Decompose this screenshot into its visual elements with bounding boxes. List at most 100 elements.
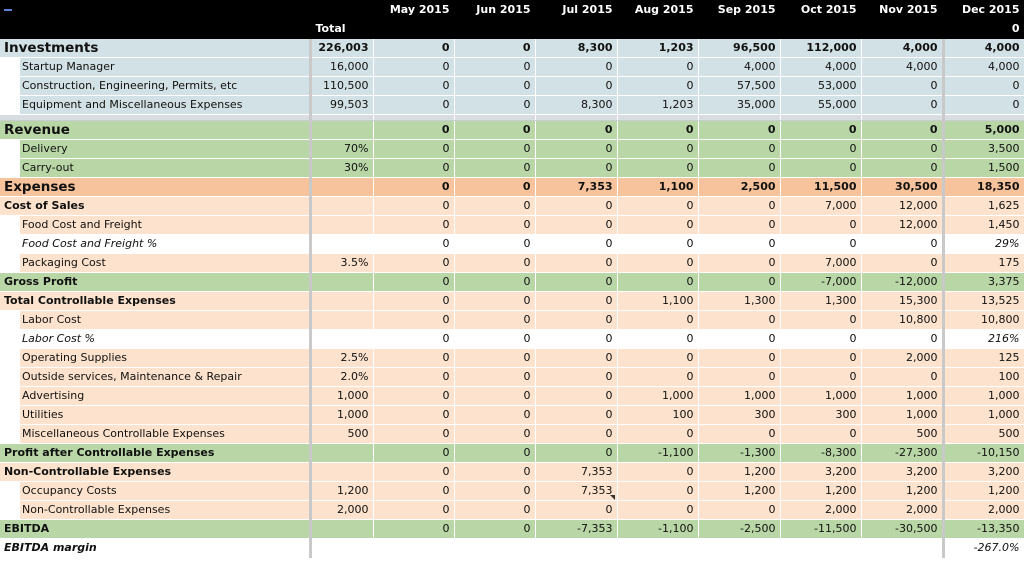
month-value-cell[interactable]: 0	[780, 139, 862, 159]
month-value-cell[interactable]: 0	[698, 367, 781, 387]
month-value-cell[interactable]: 15,300	[861, 291, 945, 311]
total-value-cell[interactable]	[310, 196, 374, 216]
month-value-cell[interactable]: 0	[698, 348, 781, 368]
month-value-cell[interactable]: 0	[617, 462, 699, 482]
month-value-cell[interactable]: 0	[698, 310, 781, 330]
month-value-cell[interactable]	[698, 538, 781, 558]
month-value-cell[interactable]	[373, 538, 455, 558]
row-label[interactable]: Non-Controllable Expenses	[0, 462, 312, 482]
month-value-cell[interactable]: -11,500	[780, 519, 862, 539]
row-label[interactable]: Total Controllable Expenses	[0, 291, 312, 311]
row-label[interactable]: Gross Profit	[0, 272, 312, 292]
month-value-cell[interactable]: 0	[535, 329, 618, 349]
month-header[interactable]: Aug 2015	[617, 0, 699, 20]
month-value-cell[interactable]: 0	[861, 158, 945, 178]
total-cell[interactable]	[535, 19, 618, 39]
month-value-cell[interactable]: 0	[454, 386, 536, 406]
month-value-cell[interactable]: 4,000	[861, 38, 945, 58]
month-value-cell[interactable]: 0	[943, 95, 1024, 115]
month-value-cell[interactable]: 0	[373, 367, 455, 387]
month-value-cell[interactable]: 0	[373, 95, 455, 115]
total-value-cell[interactable]	[310, 310, 374, 330]
total-value-cell[interactable]	[310, 234, 374, 254]
month-value-cell[interactable]: -2,500	[698, 519, 781, 539]
month-value-cell[interactable]: 4,000	[861, 57, 945, 77]
month-value-cell[interactable]: 0	[373, 348, 455, 368]
total-value-cell[interactable]: 1,200	[310, 481, 374, 501]
month-value-cell[interactable]: 1,000	[861, 386, 945, 406]
month-value-cell[interactable]: 0	[373, 519, 455, 539]
month-value-cell[interactable]: 0	[373, 38, 455, 58]
row-label[interactable]: Labor Cost %	[0, 329, 312, 349]
month-value-cell[interactable]: -7,000	[780, 272, 862, 292]
total-value-cell[interactable]: 3.5%	[310, 253, 374, 273]
month-value-cell[interactable]	[535, 538, 618, 558]
month-value-cell[interactable]: 1,203	[617, 38, 699, 58]
total-cell[interactable]	[617, 19, 699, 39]
month-value-cell[interactable]: 0	[535, 120, 618, 140]
month-value-cell[interactable]: 1,500	[943, 158, 1024, 178]
month-value-cell[interactable]: 2,500	[698, 177, 781, 197]
month-value-cell[interactable]: 0	[535, 291, 618, 311]
month-value-cell[interactable]: 0	[373, 57, 455, 77]
row-label[interactable]: Food Cost and Freight	[0, 215, 312, 235]
month-value-cell[interactable]: 1,200	[861, 481, 945, 501]
row-label[interactable]: Carry-out	[0, 158, 312, 178]
month-value-cell[interactable]: 1,203	[617, 95, 699, 115]
month-value-cell[interactable]: 0	[535, 76, 618, 96]
total-cell[interactable]	[861, 19, 945, 39]
month-value-cell[interactable]: 0	[861, 234, 945, 254]
month-value-cell[interactable]: 112,000	[780, 38, 862, 58]
row-label[interactable]: Food Cost and Freight %	[0, 234, 312, 254]
month-value-cell[interactable]: 0	[454, 177, 536, 197]
month-value-cell[interactable]: 0	[454, 38, 536, 58]
month-value-cell[interactable]: 96,500	[698, 38, 781, 58]
month-value-cell[interactable]: 0	[780, 329, 862, 349]
month-value-cell[interactable]: 8,300	[535, 95, 618, 115]
total-value-cell[interactable]: 1,000	[310, 386, 374, 406]
month-value-cell[interactable]: 35,000	[698, 95, 781, 115]
month-value-cell[interactable]	[617, 538, 699, 558]
month-value-cell[interactable]: 0	[535, 158, 618, 178]
month-header[interactable]: Jul 2015	[535, 0, 618, 20]
month-value-cell[interactable]: 0	[617, 367, 699, 387]
month-value-cell[interactable]: -7,353	[535, 519, 618, 539]
month-value-cell[interactable]: 2,000	[861, 348, 945, 368]
month-value-cell[interactable]: 0	[698, 139, 781, 159]
month-value-cell[interactable]: 30,500	[861, 177, 945, 197]
month-header[interactable]: May 2015	[373, 0, 455, 20]
total-value-cell[interactable]	[310, 291, 374, 311]
month-value-cell[interactable]: 2,000	[943, 500, 1024, 520]
month-value-cell[interactable]: 0	[454, 76, 536, 96]
month-value-cell[interactable]: 0	[780, 348, 862, 368]
month-value-cell[interactable]: 0	[454, 234, 536, 254]
row-label[interactable]: Investments	[0, 38, 312, 58]
month-value-cell[interactable]: 0	[698, 253, 781, 273]
row-label[interactable]: Non-Controllable Expenses	[0, 500, 312, 520]
month-value-cell[interactable]: 1,000	[617, 386, 699, 406]
total-value-cell[interactable]	[310, 120, 374, 140]
total-value-cell[interactable]: 110,500	[310, 76, 374, 96]
month-value-cell[interactable]: 7,353	[535, 177, 618, 197]
month-value-cell[interactable]: 0	[535, 215, 618, 235]
row-label[interactable]: Miscellaneous Controllable Expenses	[0, 424, 312, 444]
month-value-cell[interactable]: 0	[617, 424, 699, 444]
month-value-cell[interactable]: 0	[617, 348, 699, 368]
month-value-cell[interactable]: 3,500	[943, 139, 1024, 159]
month-value-cell[interactable]: 0	[454, 348, 536, 368]
month-value-cell[interactable]: 0	[373, 424, 455, 444]
month-value-cell[interactable]: 0	[698, 234, 781, 254]
row-label[interactable]: Startup Manager	[0, 57, 312, 77]
month-value-cell[interactable]: 1,000	[780, 386, 862, 406]
month-value-cell[interactable]: 0	[698, 272, 781, 292]
month-value-cell[interactable]: 0	[373, 443, 455, 463]
total-value-cell[interactable]: 500	[310, 424, 374, 444]
month-value-cell[interactable]: 0	[861, 253, 945, 273]
month-value-cell[interactable]: 0	[454, 329, 536, 349]
month-value-cell[interactable]	[454, 538, 536, 558]
total-value-cell[interactable]	[310, 462, 374, 482]
month-value-cell[interactable]: 0	[698, 215, 781, 235]
month-value-cell[interactable]: 0	[780, 158, 862, 178]
month-value-cell[interactable]: 0	[373, 291, 455, 311]
month-value-cell[interactable]: 0	[535, 310, 618, 330]
